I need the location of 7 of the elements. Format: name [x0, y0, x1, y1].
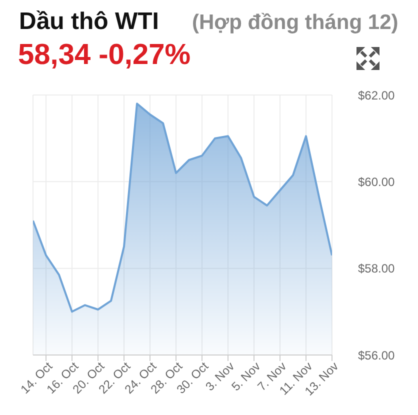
y-tick-label: $58.00 [358, 262, 396, 276]
y-tick-label: $56.00 [358, 348, 396, 362]
chart-title: Dầu thô WTI [19, 8, 159, 36]
text: 58,34 -0,27% [18, 39, 191, 72]
y-tick-label: $62.00 [358, 88, 396, 102]
chart-subtitle: (Hợp đồng tháng 12) [192, 11, 398, 34]
y-tick-label: $60.00 [358, 174, 396, 189]
